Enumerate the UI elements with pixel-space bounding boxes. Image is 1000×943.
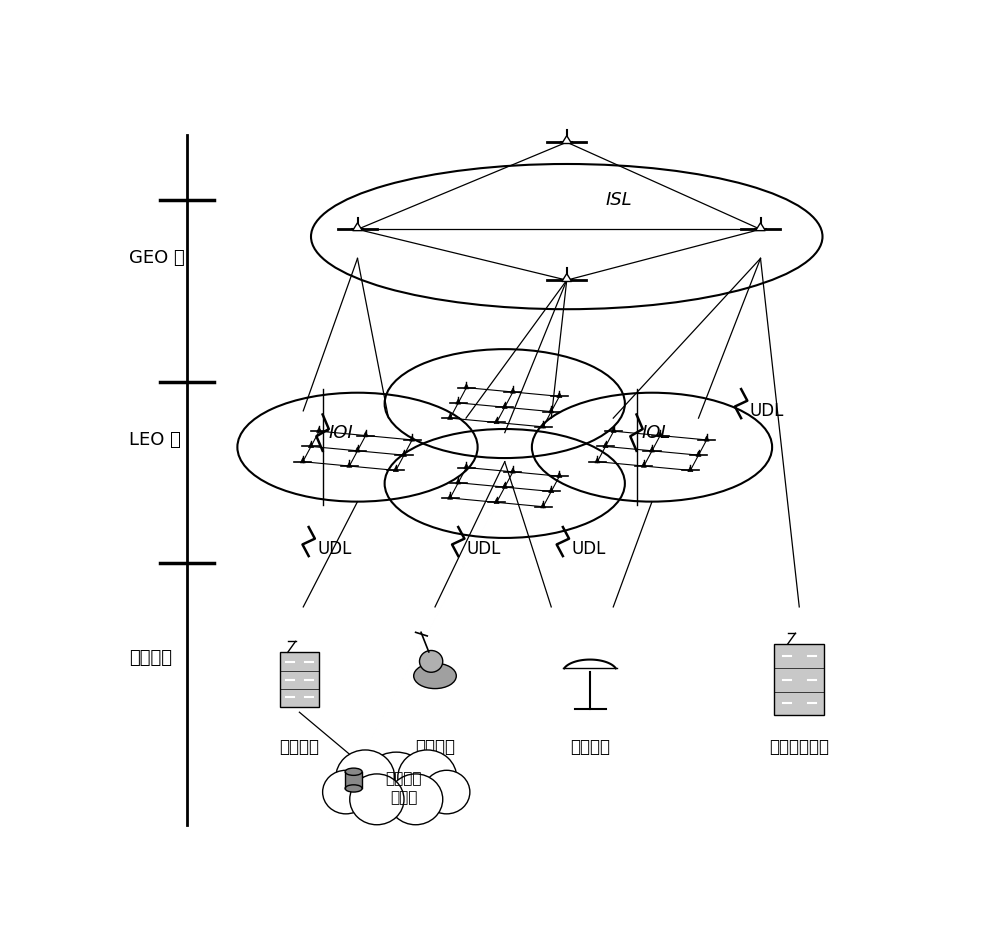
Ellipse shape bbox=[345, 769, 362, 775]
Polygon shape bbox=[456, 479, 461, 484]
Text: 地面网关: 地面网关 bbox=[279, 737, 319, 755]
Polygon shape bbox=[549, 488, 554, 492]
Polygon shape bbox=[300, 457, 305, 463]
Text: ISL: ISL bbox=[606, 191, 632, 209]
Polygon shape bbox=[494, 419, 499, 423]
Polygon shape bbox=[756, 223, 765, 231]
Polygon shape bbox=[704, 436, 709, 441]
Polygon shape bbox=[541, 422, 546, 428]
Polygon shape bbox=[510, 468, 515, 473]
Polygon shape bbox=[494, 498, 499, 504]
Text: UDL: UDL bbox=[571, 539, 606, 558]
Polygon shape bbox=[464, 464, 469, 469]
Polygon shape bbox=[448, 414, 453, 420]
Polygon shape bbox=[355, 447, 360, 452]
Polygon shape bbox=[696, 451, 701, 456]
Polygon shape bbox=[401, 451, 407, 456]
Polygon shape bbox=[562, 136, 572, 143]
Polygon shape bbox=[557, 392, 562, 398]
Circle shape bbox=[398, 750, 457, 805]
Polygon shape bbox=[448, 494, 453, 499]
Polygon shape bbox=[562, 273, 572, 281]
Polygon shape bbox=[363, 432, 368, 437]
Polygon shape bbox=[353, 223, 362, 231]
Polygon shape bbox=[317, 427, 322, 433]
Text: UDL: UDL bbox=[750, 402, 784, 420]
Polygon shape bbox=[658, 432, 663, 437]
Circle shape bbox=[336, 750, 395, 805]
Polygon shape bbox=[347, 462, 352, 467]
Text: UDL: UDL bbox=[467, 539, 501, 558]
Circle shape bbox=[361, 753, 431, 818]
Polygon shape bbox=[557, 472, 562, 477]
Text: LEO 层: LEO 层 bbox=[129, 431, 181, 449]
Polygon shape bbox=[464, 384, 469, 389]
Text: GEO 层: GEO 层 bbox=[129, 249, 185, 268]
Polygon shape bbox=[595, 457, 600, 463]
Text: 地面系统: 地面系统 bbox=[129, 649, 172, 667]
Polygon shape bbox=[456, 399, 461, 405]
Text: 地面或空
中网络: 地面或空 中网络 bbox=[386, 771, 422, 805]
Circle shape bbox=[420, 651, 443, 672]
Text: 终端用户: 终端用户 bbox=[415, 737, 455, 755]
Polygon shape bbox=[308, 442, 314, 448]
Circle shape bbox=[423, 770, 470, 814]
Polygon shape bbox=[611, 427, 616, 433]
Polygon shape bbox=[688, 467, 693, 472]
Text: UDL: UDL bbox=[317, 539, 352, 558]
Text: IOL: IOL bbox=[642, 423, 671, 441]
Polygon shape bbox=[541, 503, 546, 508]
Circle shape bbox=[350, 774, 404, 825]
Circle shape bbox=[388, 774, 443, 825]
Text: 地面控制中心: 地面控制中心 bbox=[769, 737, 829, 755]
Ellipse shape bbox=[414, 663, 456, 688]
Polygon shape bbox=[393, 467, 398, 472]
Polygon shape bbox=[649, 447, 655, 452]
Circle shape bbox=[323, 770, 369, 814]
Polygon shape bbox=[502, 404, 507, 408]
Bar bbox=[280, 653, 319, 706]
Polygon shape bbox=[549, 407, 554, 413]
Polygon shape bbox=[510, 388, 515, 393]
Text: IOI: IOI bbox=[328, 423, 353, 441]
Polygon shape bbox=[603, 442, 608, 448]
Bar bbox=[774, 644, 824, 715]
Polygon shape bbox=[410, 436, 415, 441]
Polygon shape bbox=[641, 462, 646, 467]
Polygon shape bbox=[502, 483, 507, 488]
Ellipse shape bbox=[345, 785, 362, 792]
Bar bbox=[345, 771, 362, 788]
Text: 终端用户: 终端用户 bbox=[570, 737, 610, 755]
